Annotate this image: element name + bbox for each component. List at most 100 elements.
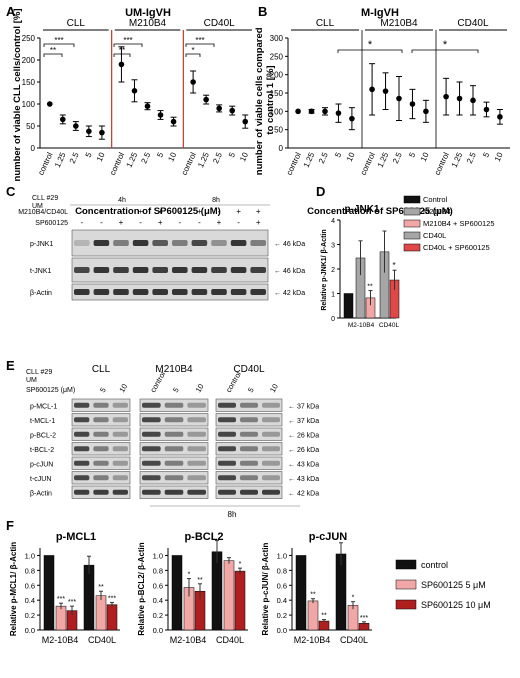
data-point [382, 88, 389, 94]
blot-band [191, 240, 208, 246]
blot-band [112, 446, 128, 452]
y-label: Relative p-cJUN/ β-Actin [261, 542, 270, 635]
x-tick-label: control [180, 151, 198, 177]
sig-label: * [392, 261, 395, 270]
bar [55, 605, 67, 631]
blot-band [172, 267, 188, 273]
panel-f-legend: control SP600125 5 μM SP600125 10 μM [395, 559, 491, 610]
y-tick-label: 0.4 [277, 596, 287, 605]
x-tick-label: control [108, 151, 126, 177]
blot-band [164, 417, 184, 423]
legend-swatch [395, 559, 417, 570]
x-tick-label: 5 [155, 151, 165, 159]
y-tick-label: 0.8 [25, 566, 35, 575]
x-tick-label: 10 [95, 151, 107, 163]
legend-label: M210B4 [423, 207, 451, 216]
y-tick-label: 1.0 [25, 551, 35, 560]
blot-band [191, 267, 208, 273]
sig-bracket [43, 43, 75, 47]
sig-label: * [191, 46, 194, 55]
y-tick-label: 0.0 [277, 626, 287, 635]
panel-b-letter: B [258, 4, 267, 19]
y-tick-label: 100 [270, 107, 284, 116]
sig-label: * [239, 561, 242, 568]
data-point [118, 61, 125, 68]
blot-label: t-MCL-1 [30, 418, 55, 425]
blot-band [218, 431, 236, 437]
chart-title: p-MCL1 [56, 531, 96, 543]
blot-band [230, 240, 247, 246]
bar [234, 570, 246, 631]
legend-swatch [403, 207, 421, 216]
panel-b-title: M-IgVH [361, 7, 399, 19]
y-tick-label: 250 [270, 52, 284, 61]
x-tick-label: 1.25 [125, 151, 140, 169]
sig-label: *** [195, 36, 204, 45]
x-cat-label: M2-10B4 [348, 322, 375, 329]
y-tick-label: 3 [331, 243, 335, 250]
panel-d-title: p-JNK1 [344, 204, 379, 215]
lane-label: 10 [194, 382, 206, 394]
sp-sign: + [217, 218, 222, 227]
x-cat-label: CD40L [379, 322, 400, 329]
blot-band [142, 460, 161, 466]
y-tick-label: 0.8 [277, 566, 287, 575]
sig-label: ** [197, 577, 203, 584]
panel-c-row-sp: SP600125 [35, 220, 68, 227]
blot-band [240, 431, 258, 437]
sp-sign: - [139, 218, 142, 227]
legend-label: Control [423, 195, 448, 204]
panel-e-time: 8h [228, 510, 237, 519]
blot-band [93, 289, 110, 295]
data-point [99, 129, 105, 136]
chart-title: p-BCL2 [184, 531, 223, 543]
data-point [86, 128, 92, 135]
x-tick-label: 2.5 [317, 151, 330, 165]
blot-band [240, 489, 258, 495]
data-point [423, 108, 429, 115]
m210-sign: - [218, 207, 221, 216]
blot-band [74, 267, 90, 273]
x-tick-label: 1.25 [376, 151, 391, 169]
lane-label: control [148, 370, 167, 394]
panel-a: A UM-IgVH number of viable CLL cells/con… [6, 4, 255, 217]
blot-band [164, 489, 184, 495]
blot-band [93, 460, 109, 466]
data-point [144, 103, 151, 109]
sig-label: ** [98, 584, 104, 591]
blot-band [240, 475, 258, 481]
panel-c-time-8h: 8h [212, 197, 220, 204]
bar [343, 293, 354, 319]
blot-band [74, 431, 90, 437]
data-point [470, 97, 476, 104]
y-tick-label: 0.8 [153, 566, 163, 575]
y-tick-label: 4 [331, 218, 335, 225]
blot-band [240, 402, 258, 408]
blot-band [112, 417, 128, 423]
data-point [409, 101, 416, 107]
group-label: CLL [316, 18, 335, 29]
blot-band [74, 289, 90, 295]
blot-band [240, 417, 258, 423]
y-tick-label: 0 [331, 316, 335, 323]
x-tick-label: 10 [419, 151, 431, 163]
m210-sign: + [158, 207, 163, 216]
panel-d-letter: D [316, 184, 325, 199]
sp-sign: - [80, 218, 83, 227]
blot-band [164, 460, 184, 466]
panel-d-ylabel: Relative p-JNK1/ β-Actin [321, 229, 328, 310]
y-tick-label: 0.6 [277, 581, 287, 590]
blot-band [112, 431, 128, 437]
y-tick-label: 0.6 [153, 581, 163, 590]
sig-bracket [113, 53, 131, 57]
blot-label: β-Actin [30, 490, 52, 497]
group-label: CD40L [233, 364, 265, 375]
group-label: CD40L [204, 18, 236, 29]
x-cat-label: CD40L [88, 635, 116, 645]
blot-band [211, 267, 227, 273]
group-label: CD40L [457, 18, 489, 29]
panel-b: B M-IgVH number of viable cells compared… [254, 4, 510, 217]
m210-sign: + [138, 207, 143, 216]
sig-label: * [443, 39, 448, 51]
blot-band [172, 240, 188, 246]
